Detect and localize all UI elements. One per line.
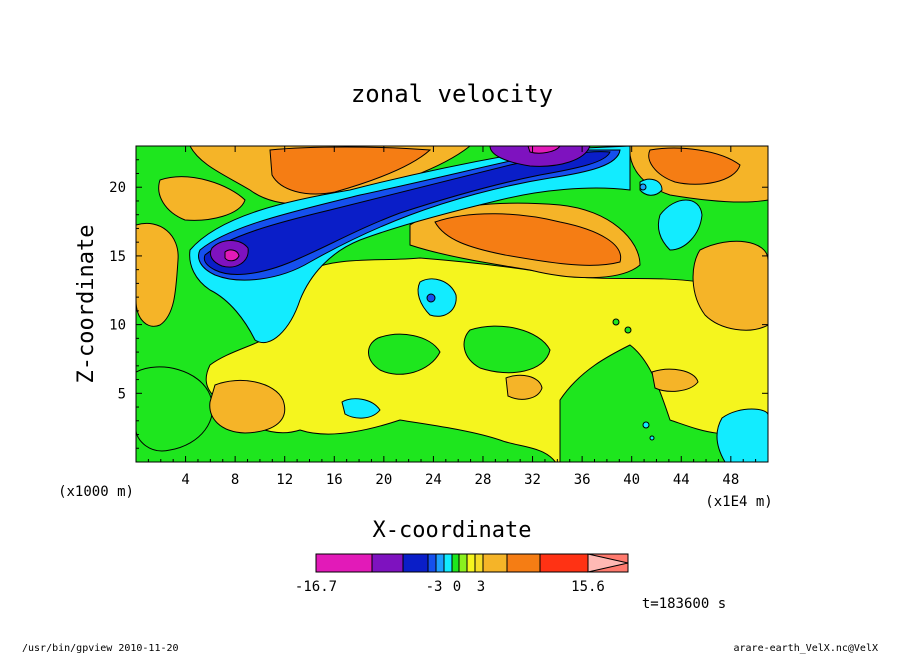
region-positive-moderate <box>505 374 543 400</box>
region-near-zero <box>136 366 214 452</box>
colorbar-segment <box>427 553 437 573</box>
colorbar-tick-label: 3 <box>477 579 485 595</box>
y-tick-label: 5 <box>118 386 126 402</box>
colorbar-segment <box>474 553 484 573</box>
colorbar-segment <box>435 553 445 573</box>
colorbar-segment <box>371 553 404 573</box>
y-tick-label: 20 <box>109 180 126 196</box>
x-tick-label: 20 <box>375 472 392 488</box>
region-negative-extreme <box>489 146 591 167</box>
region-negative-weak <box>341 398 381 419</box>
colorbar-min-label: -16.7 <box>295 579 337 595</box>
region-positive-moderate <box>136 223 179 327</box>
x-axis-title: X-coordinate <box>373 518 532 543</box>
colorbar <box>315 553 629 573</box>
x-tick-label: 4 <box>181 472 189 488</box>
plot-area <box>136 146 768 462</box>
plot-frame <box>135 145 769 463</box>
region-positive-moderate <box>158 176 246 221</box>
region-positive-moderate <box>209 379 286 434</box>
contour-speck <box>624 326 632 334</box>
footer-left: /usr/bin/gpview 2010-11-20 <box>22 643 179 654</box>
colorbar-segment <box>458 553 468 573</box>
colorbar-extension <box>587 553 629 573</box>
region-positive-moderate <box>651 368 699 392</box>
footer-right: arare-earth_VelX.nc@VelX <box>734 643 879 654</box>
contour-speck <box>612 318 620 326</box>
region-positive-moderate <box>692 240 768 331</box>
region-negative-weak <box>189 146 631 343</box>
y-tick-label: 10 <box>109 318 126 334</box>
x-tick-label: 36 <box>574 472 591 488</box>
colorbar-max-label: 15.6 <box>571 579 605 595</box>
region-negative-minimum <box>224 249 240 262</box>
colorbar-tick-label: 0 <box>453 579 461 595</box>
x-tick-label: 8 <box>231 472 239 488</box>
colorbar-segment <box>466 553 476 573</box>
colorbar-segment <box>539 553 589 573</box>
x-tick-label: 24 <box>425 472 442 488</box>
region-negative-weak <box>716 408 768 462</box>
region-near-zero <box>368 333 441 375</box>
x-tick-label: 48 <box>722 472 739 488</box>
time-label: t=183600 s <box>642 596 726 612</box>
y-tick-label: 15 <box>109 249 126 265</box>
region-negative-weak <box>417 278 457 317</box>
x-tick-label: 44 <box>673 472 690 488</box>
x-axis-unit-left: (x1000 m) <box>58 484 134 500</box>
chart-title: zonal velocity <box>351 80 553 108</box>
contour-speck <box>642 421 650 429</box>
region-positive-strong <box>434 213 622 266</box>
region-near-zero <box>463 325 551 374</box>
x-tick-label: 28 <box>475 472 492 488</box>
x-tick-label: 16 <box>326 472 343 488</box>
contour-speck <box>649 435 655 441</box>
x-tick-label: 32 <box>524 472 541 488</box>
x-axis-unit-right: (x1E4 m) <box>705 494 772 510</box>
contour-speck <box>639 183 647 191</box>
x-tick-label: 12 <box>276 472 293 488</box>
colorbar-segment <box>402 553 429 573</box>
region-negative-weak <box>657 199 703 251</box>
y-axis-title: Z-coordinate <box>74 225 99 384</box>
x-tick-label: 40 <box>623 472 640 488</box>
region-positive-strong <box>648 147 741 185</box>
colorbar-tick-label: -3 <box>426 579 443 595</box>
colorbar-segment <box>443 553 453 573</box>
colorbar-segment <box>482 553 508 573</box>
colorbar-segment <box>315 553 373 573</box>
colorbar-segment <box>451 553 460 573</box>
region-negative-weak <box>639 178 663 196</box>
colorbar-segment <box>506 553 541 573</box>
region-positive-strong <box>269 146 432 195</box>
region-negative-strong <box>203 151 611 275</box>
y-axis: 5 10 15 20 <box>109 159 768 449</box>
x-axis: 4 8 12 16 20 24 28 32 36 40 44 48 <box>147 146 757 488</box>
contour-speck <box>426 293 436 303</box>
